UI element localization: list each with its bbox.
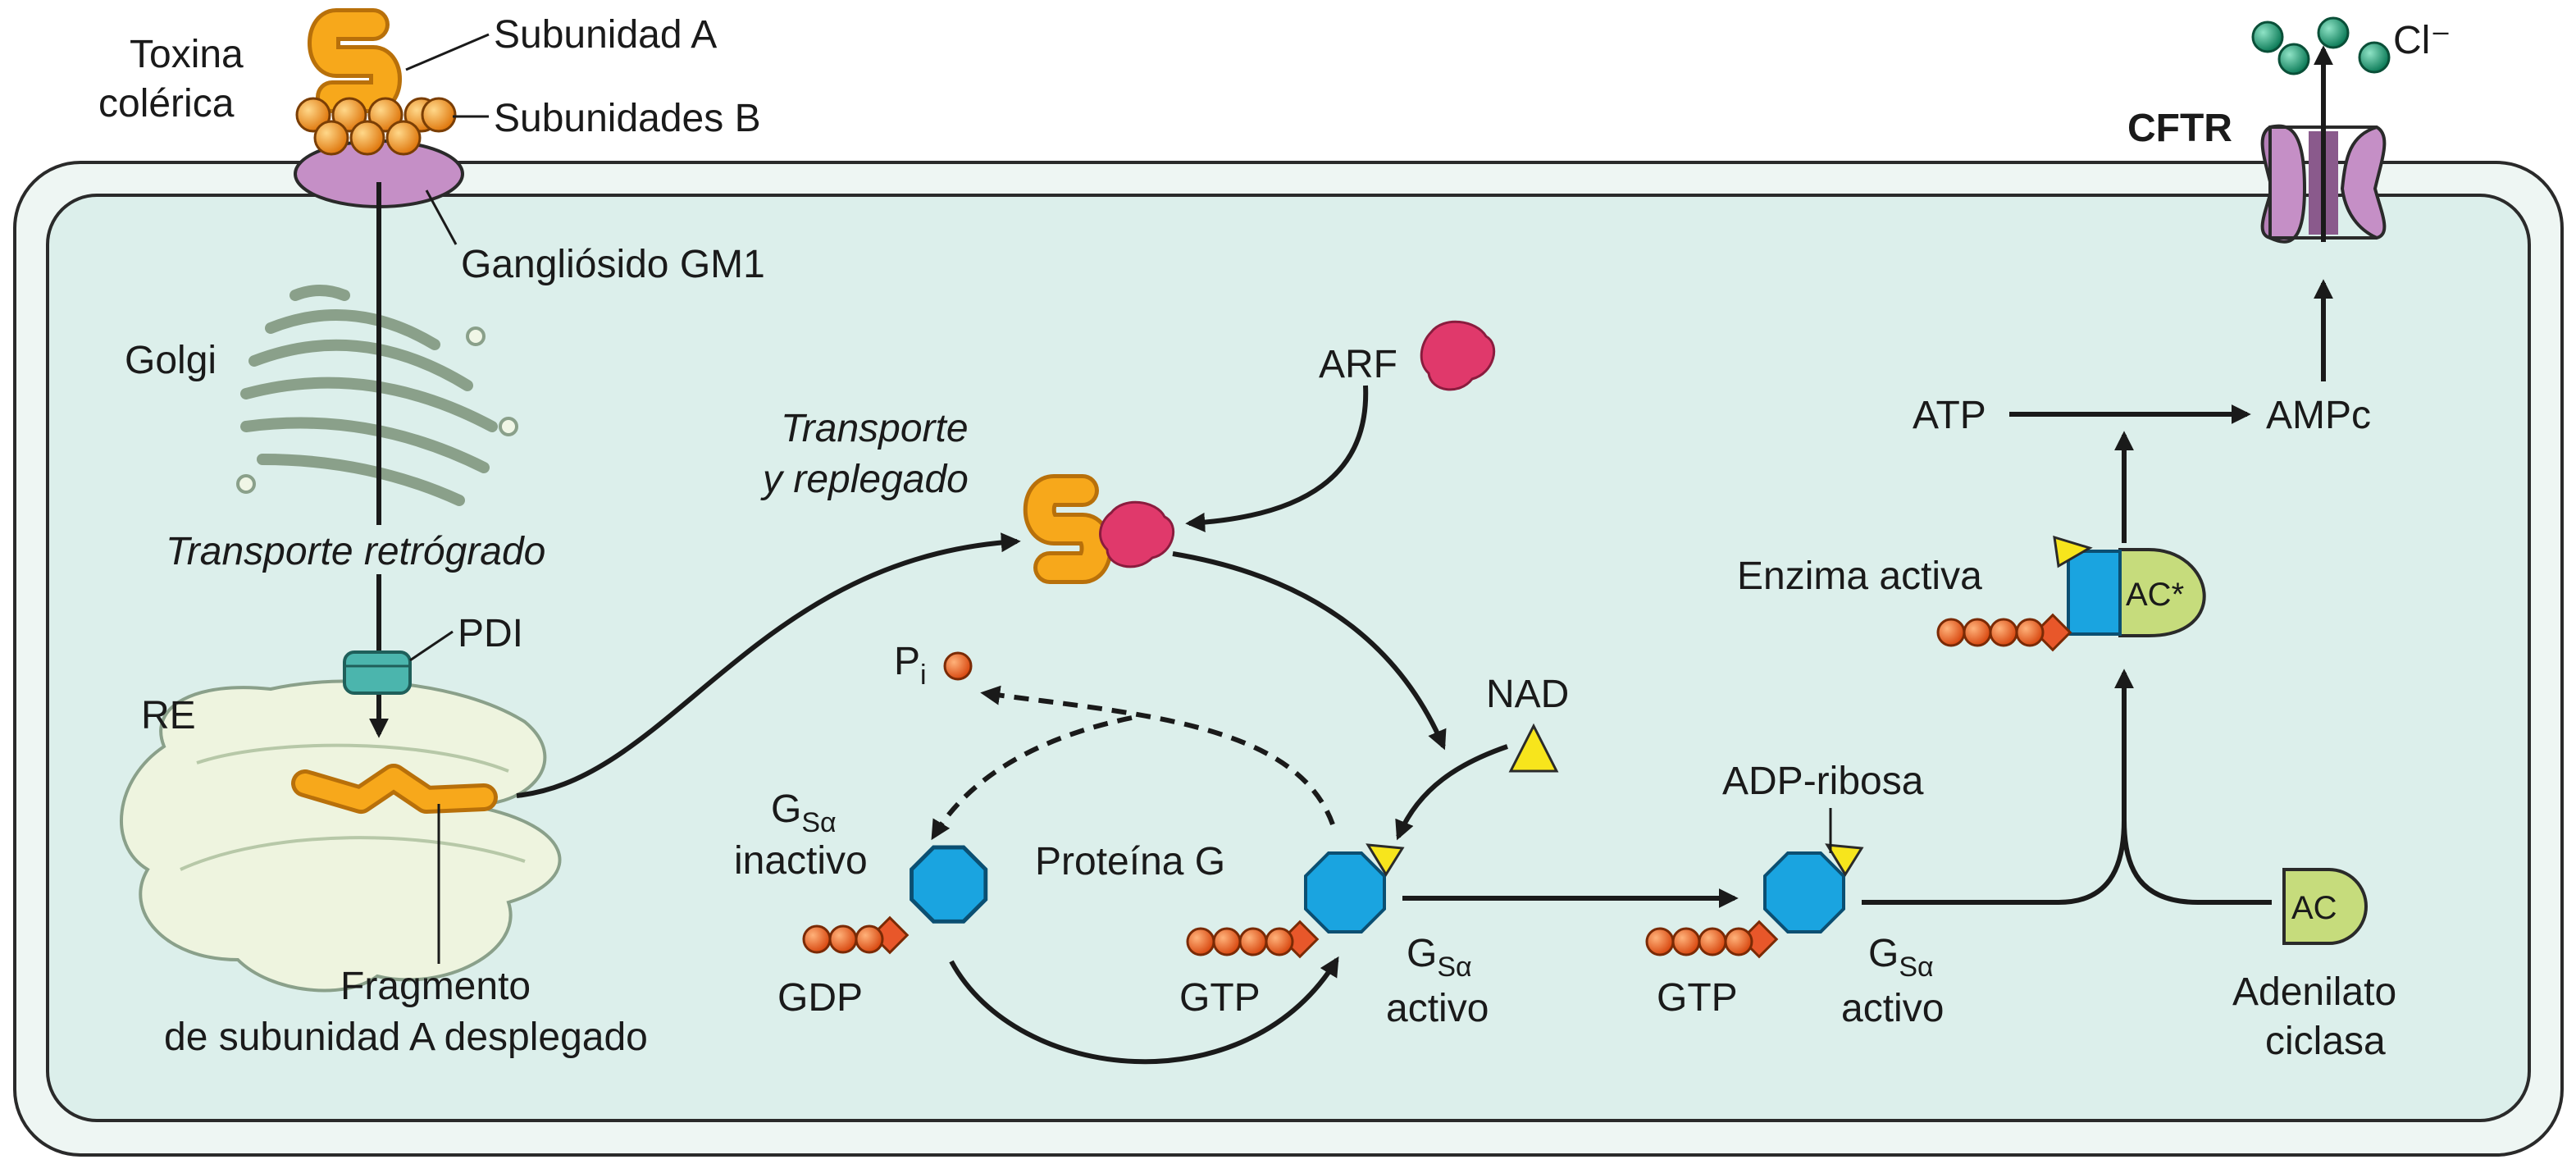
nad-triangle [1508, 723, 1559, 773]
gs-inactive [802, 845, 988, 955]
cholera-toxin [294, 8, 464, 208]
er-label: RE [141, 694, 196, 737]
atp-label: ATP [1913, 394, 1986, 437]
adp-ribose-label: ADP-ribosa [1722, 760, 1924, 803]
leader-pdi [409, 630, 454, 662]
toxin-to-gs-arrow [1172, 551, 1447, 751]
gs-inactive-label: GSα [771, 787, 837, 838]
g-protein-label: Proteína G [1035, 840, 1225, 883]
toxin-label-line1: Toxina [130, 33, 244, 76]
gtp-hydrolysis-arrow [931, 715, 1133, 841]
fragment-label-line1: Fragmento [340, 965, 531, 1008]
active-enzyme-complex [1936, 535, 2206, 652]
cftr-label: CFTR [2127, 107, 2232, 150]
toxin-label-line2: colérica [98, 82, 235, 126]
subunit-a-label: Subunidad A [494, 13, 717, 57]
adenylate-label-line1: Adenilato [2232, 970, 2396, 1014]
active-label-1: activo [1386, 987, 1489, 1030]
retrograde-transport-label: Transporte retrógrado [166, 530, 545, 573]
pi-label: Pi [894, 640, 927, 691]
gdp-label: GDP [777, 976, 863, 1020]
leader-subunit-a [405, 33, 490, 71]
gtp-label-2: GTP [1657, 976, 1738, 1020]
gs-adp-ribosylated [1645, 843, 1864, 959]
chloride-label: Cl⁻ [2393, 19, 2451, 62]
transport-label-line1: Transporte [781, 407, 969, 450]
refolded-subunit-a [1023, 474, 1113, 584]
activation-cycle-arrow [949, 956, 1339, 1065]
ac-label: AC [2291, 890, 2337, 926]
toxin-subunit-a-shape [308, 8, 402, 113]
ac-star-label: AC* [2126, 577, 2184, 613]
pdi-protein [343, 650, 412, 695]
toxin-subunits-b [295, 97, 457, 156]
gtp-label-1: GTP [1179, 976, 1261, 1020]
pi-release-arrow [980, 685, 1335, 826]
arf-binding-arrow [1185, 385, 1369, 532]
gs-active-label-1: GSα [1407, 932, 1472, 983]
active-label-2: activo [1841, 987, 1944, 1030]
adenylate-label-line2: ciclasa [2265, 1020, 2386, 1063]
gs-active [1186, 843, 1405, 959]
retro-label-bg [164, 525, 607, 574]
ganglioside-label: Gangliósido GM1 [461, 243, 765, 286]
arf-bound [1099, 500, 1175, 568]
fragment-label-line2: de subunidad A desplegado [164, 1016, 648, 1059]
adenylate-cyclase [2282, 868, 2368, 945]
golgi-apparatus [236, 285, 518, 506]
leader-ganglioside [425, 189, 458, 245]
subunits-b-label: Subunidades B [494, 97, 761, 140]
inactive-label: inactivo [734, 839, 868, 883]
nad-arrow [1395, 744, 1508, 841]
unfolded-subunit-a-fragment [291, 764, 498, 814]
arf-label: ARF [1319, 343, 1397, 386]
cell [13, 161, 2564, 1157]
pdi-label: PDI [458, 612, 523, 655]
nad-label: NAD [1486, 673, 1569, 716]
er-export-arrow [516, 532, 1021, 798]
transport-label-line2: y replegado [760, 458, 969, 501]
chloride-ions [2251, 16, 2391, 75]
camp-label: AMPc [2266, 394, 2371, 437]
golgi-label: Golgi [125, 339, 217, 382]
arf-free [1420, 320, 1496, 391]
pi-ball [943, 651, 973, 681]
gs-active-label-2: GSα [1868, 932, 1934, 983]
ac-to-enzyme-path [2122, 819, 2272, 905]
active-enzyme-label: Enzima activa [1737, 555, 1982, 598]
